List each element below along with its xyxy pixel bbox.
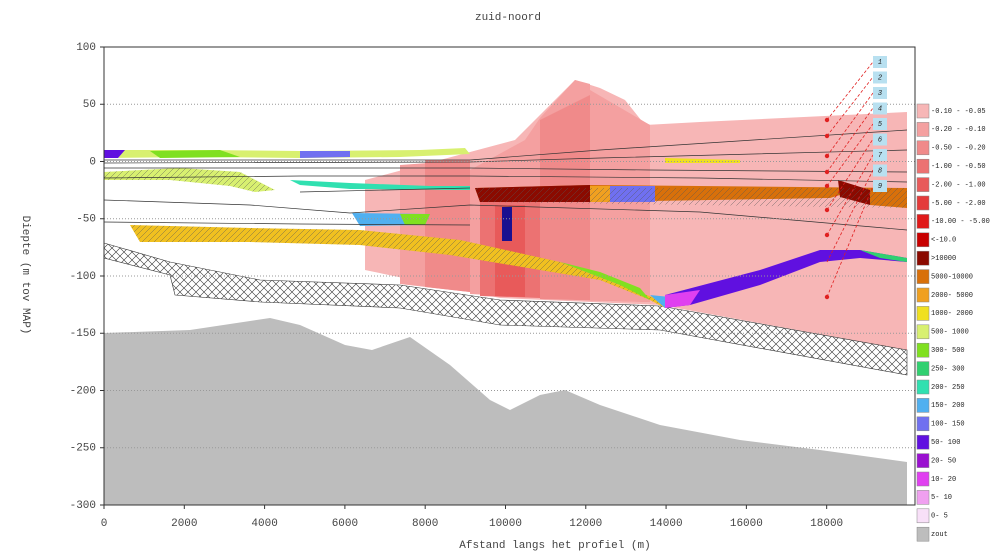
y-tick-label: -50 xyxy=(76,214,96,226)
legend-label: 5000-10000 xyxy=(931,273,973,281)
x-tick-label: 2000 xyxy=(171,518,197,530)
x-tick-label: 8000 xyxy=(412,518,438,530)
y-tick-label: -100 xyxy=(70,271,96,283)
legend-label: 1000- 2000 xyxy=(931,310,973,318)
x-tick-label: 10000 xyxy=(489,518,522,530)
borehole-label: 4 xyxy=(878,105,882,113)
geology xyxy=(103,61,908,505)
legend-label: -1.00 - -0.50 xyxy=(931,163,986,171)
borehole-box xyxy=(873,118,887,130)
legend-swatch xyxy=(916,508,930,524)
legend-label: 500- 1000 xyxy=(931,329,969,337)
legend-swatch xyxy=(916,434,930,450)
borehole-box xyxy=(873,149,887,161)
legend-label: -0.50 - -0.20 xyxy=(931,145,986,153)
borehole-label: 8 xyxy=(878,167,882,175)
x-tick-label: 18000 xyxy=(810,518,843,530)
legend-swatch xyxy=(916,453,930,468)
y-tick-label: 0 xyxy=(89,156,96,168)
x-tick-label: 16000 xyxy=(730,518,763,530)
borehole-label: 2 xyxy=(878,74,882,82)
legend-swatch xyxy=(916,471,930,487)
x-tick-label: 12000 xyxy=(569,518,602,530)
legend-label: 0- 5 xyxy=(931,513,948,521)
borehole-label: 6 xyxy=(878,136,882,144)
x-tick-label: 0 xyxy=(101,518,108,530)
borehole-box xyxy=(873,102,887,115)
borehole-box xyxy=(873,180,887,192)
legend-label: 250- 300 xyxy=(931,365,965,373)
borehole-box xyxy=(873,164,887,177)
x-tick-label: 6000 xyxy=(332,518,358,530)
borehole-label: 3 xyxy=(878,90,882,98)
legend-label: zout xyxy=(931,531,948,539)
legend-swatch xyxy=(916,287,930,303)
legend-swatch xyxy=(916,306,930,321)
x-axis-label: Afstand langs het profiel (m) xyxy=(459,540,650,552)
y-tick-label: -300 xyxy=(70,500,96,512)
legend-swatch xyxy=(916,122,930,137)
legend-label: -0.20 - -0.10 xyxy=(931,126,986,134)
legend-label: <-10.0 xyxy=(931,237,956,245)
legend-label: >10000 xyxy=(931,255,956,263)
legend-swatch xyxy=(916,158,930,174)
legend-swatch xyxy=(916,416,930,432)
legend-swatch xyxy=(916,342,930,358)
legend-swatch xyxy=(916,177,930,192)
borehole-box xyxy=(873,133,887,146)
legend-swatch xyxy=(916,269,930,284)
legend-swatch xyxy=(916,398,930,413)
legend-label: -10.00 - -5.00 xyxy=(931,218,990,226)
legend-swatch xyxy=(916,379,930,395)
legend-swatch xyxy=(916,195,930,211)
y-tick-label: -150 xyxy=(70,328,96,340)
legend-label: 300- 500 xyxy=(931,347,965,355)
borehole-label: 9 xyxy=(878,183,882,191)
legend-label: 50- 100 xyxy=(931,439,960,447)
legend-label: -0.10 - -0.05 xyxy=(931,108,986,116)
legend-label: -2.00 - -1.00 xyxy=(931,181,986,189)
y-tick-label: 50 xyxy=(83,99,96,111)
legend-swatch xyxy=(916,232,930,248)
chart-title: zuid-noord xyxy=(475,12,541,24)
legend-swatch xyxy=(916,490,930,505)
legend-swatch xyxy=(916,103,930,119)
borehole-label: 7 xyxy=(878,152,883,160)
borehole-box xyxy=(873,56,887,68)
legend-label: 10- 20 xyxy=(931,476,956,484)
legend-label: 20- 50 xyxy=(931,457,956,465)
legend-label: 2000- 5000 xyxy=(931,292,973,300)
y-tick-label: 100 xyxy=(76,42,96,54)
legend-label: 100- 150 xyxy=(931,421,965,429)
legend-swatch xyxy=(916,361,930,376)
x-tick-label: 14000 xyxy=(650,518,683,530)
borehole-label: 5 xyxy=(878,121,883,129)
borehole-box xyxy=(873,87,887,99)
y-tick-label: -200 xyxy=(70,385,96,397)
borehole-label: 1 xyxy=(878,59,882,67)
x-tick-label: 4000 xyxy=(251,518,277,530)
legend-swatch xyxy=(916,526,930,542)
legend-label: 150- 200 xyxy=(931,402,965,410)
plot-frame xyxy=(103,46,916,506)
legend-label: 200- 250 xyxy=(931,384,965,392)
borehole-box xyxy=(873,71,887,84)
legend-swatch xyxy=(916,214,930,229)
legend-swatch xyxy=(916,140,930,156)
y-axis-label: Diepte (m tov MAP) xyxy=(19,216,31,335)
legend-label: 5- 10 xyxy=(931,494,952,502)
legend-swatch xyxy=(916,324,930,340)
y-tick-label: -250 xyxy=(70,443,96,455)
legend-label: -5.00 - -2.00 xyxy=(931,200,986,208)
legend-swatch xyxy=(916,250,930,266)
